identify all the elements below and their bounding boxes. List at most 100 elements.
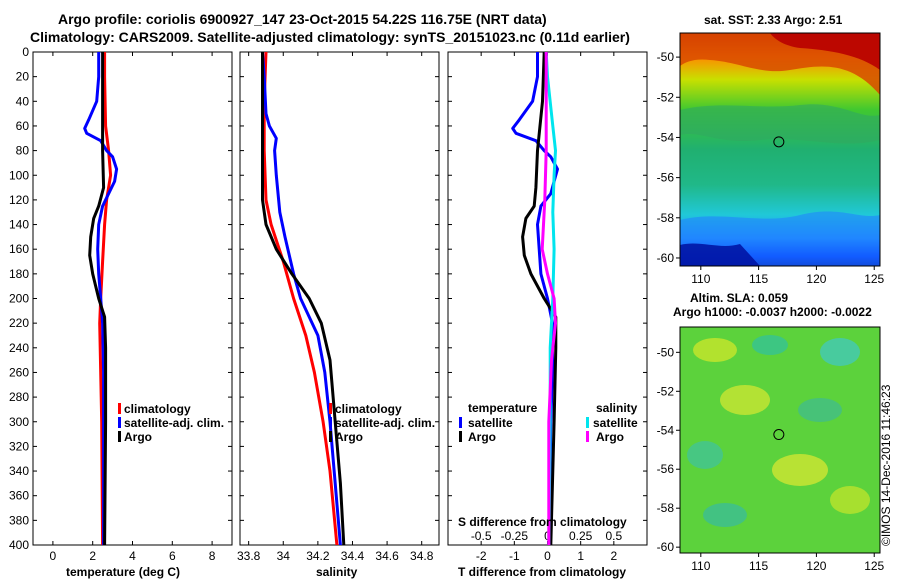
y-tick-label: 340: [9, 464, 29, 478]
x2-tick-label: -0.25: [501, 529, 529, 543]
map-y-tick-label: -52: [657, 90, 675, 104]
legend-label-climatology: climatology: [124, 402, 191, 416]
header-line-2: Climatology: CARS2009. Satellite-adjuste…: [30, 29, 630, 45]
x-tick-label: 34: [277, 549, 291, 563]
series-line-argo: [261, 52, 346, 545]
salinity-xlabel: salinity: [316, 565, 358, 579]
y-tick-label: 40: [16, 94, 30, 108]
x2-tick-label: 0.25: [569, 529, 593, 543]
x-tick-label: 8: [209, 549, 216, 563]
y-tick-label: 180: [9, 267, 29, 281]
imos-credit: ©IMOS 14-Dec-2016 11:46:23: [879, 384, 893, 546]
x-tick-label: 34.8: [410, 549, 434, 563]
sla-map: [679, 326, 881, 554]
x-tick-label: 33.8: [237, 549, 261, 563]
y-tick-label: 260: [9, 365, 29, 379]
map-y-tick-label: -54: [657, 130, 675, 144]
series-line-argo: [88, 52, 108, 545]
sla-map-frame: [679, 326, 881, 554]
y-tick-label: 100: [9, 168, 29, 182]
map-x-tick-label: 125: [864, 272, 884, 286]
sla-patch: [752, 335, 788, 355]
s-difference-xlabel: S difference from climatology: [458, 515, 627, 529]
legend-swatch-climatology: [118, 403, 121, 414]
sst-green-band: [680, 104, 880, 144]
sla-patch: [820, 338, 860, 366]
temperature-legend: climatology satellite-adj. clim. Argo: [118, 402, 224, 444]
map-x-tick-label: 115: [749, 559, 768, 573]
difference-xlabel: T difference from climatology: [458, 565, 626, 579]
map-x-tick-label: 110: [691, 559, 710, 573]
legend-label-temp-satellite: satellite: [468, 416, 513, 430]
map-y-tick-label: -50: [657, 345, 675, 359]
series-line-temperature-argo: [521, 52, 558, 545]
temperature-series-group: [83, 52, 119, 545]
y-tick-label: 60: [16, 119, 30, 133]
map-x-tick-label: 115: [749, 272, 768, 286]
x-tick-label: 2: [89, 549, 96, 563]
map-x-tick-label: 110: [691, 272, 710, 286]
x2-tick-label: -0.5: [471, 529, 492, 543]
legend-swatch-satellite: [118, 417, 121, 428]
legend-heading-temperature: temperature: [468, 401, 538, 415]
map-y-tick-label: -54: [657, 423, 675, 437]
legend-heading-salinity: salinity: [596, 401, 638, 415]
legend-label-satellite: satellite-adj. clim.: [335, 416, 435, 430]
argo-location-marker: [773, 136, 785, 148]
x-tick-label: 0: [544, 549, 551, 563]
map-y-tick-label: -58: [657, 211, 675, 225]
legend-swatch-climatology: [329, 403, 332, 414]
map-y-tick-label: -50: [657, 50, 675, 64]
map-y-tick-label: -56: [657, 171, 675, 185]
legend-label-argo: Argo: [335, 430, 363, 444]
y-tick-label: 0: [22, 45, 29, 59]
legend-swatch-argo: [329, 431, 332, 442]
y-tick-label: 160: [9, 242, 29, 256]
y-tick-label: 320: [9, 439, 29, 453]
map-y-tick-label: -56: [657, 462, 675, 476]
map-x-tick-label: 120: [806, 272, 826, 286]
y-tick-label: 360: [9, 489, 29, 503]
temperature-xlabel: temperature (deg C): [66, 565, 180, 579]
y-tick-label: 80: [16, 144, 30, 158]
argo-location-marker: [773, 429, 785, 441]
y-tick-label: 20: [16, 70, 30, 84]
legend-swatch-temp-argo: [459, 431, 462, 442]
legend-label-argo: Argo: [124, 430, 152, 444]
x-tick-label: -2: [476, 549, 487, 563]
x-tick-label: 1: [577, 549, 584, 563]
sst-coldest-patch: [680, 243, 760, 266]
y-tick-label: 220: [9, 316, 29, 330]
sla-patch: [687, 441, 723, 469]
x2-tick-label: 0.5: [605, 529, 622, 543]
header-line-1: Argo profile: coriolis 6900927_147 23-Oc…: [58, 11, 547, 27]
sla-patch: [830, 486, 870, 514]
x-tick-label: 0: [50, 549, 57, 563]
map-y-tick-label: -60: [657, 540, 675, 554]
y-tick-label: 300: [9, 415, 29, 429]
difference-series-group: [511, 52, 559, 545]
x-tick-label: 4: [129, 549, 136, 563]
x-tick-label: 6: [169, 549, 176, 563]
salinity-series-group: [261, 52, 346, 545]
x-tick-label: 34.4: [341, 549, 365, 563]
series-line-climatology: [262, 52, 339, 545]
sla-patch: [693, 338, 737, 362]
sla-map-title-2: Argo h1000: -0.0037 h2000: -0.0022: [673, 305, 872, 319]
sla-patch: [720, 385, 770, 415]
legend-swatch-sal-satellite: [586, 417, 589, 428]
legend-swatch-temp-satellite: [459, 417, 462, 428]
x-tick-label: 34.6: [375, 549, 399, 563]
legend-label-sal-satellite: satellite: [593, 416, 638, 430]
series-line-salinity-argo: [540, 52, 557, 545]
map-x-tick-label: 125: [864, 559, 884, 573]
legend-label-climatology: climatology: [335, 402, 402, 416]
y-tick-label: 120: [9, 193, 29, 207]
series-line-satellite-adj-clim-: [261, 52, 342, 545]
map-y-tick-label: -60: [657, 251, 675, 265]
map-x-tick-label: 120: [806, 559, 826, 573]
sla-map-title-1: Altim. SLA: 0.059: [690, 291, 788, 305]
legend-label-sal-argo: Argo: [596, 430, 624, 444]
legend-swatch-sal-argo: [586, 431, 589, 442]
